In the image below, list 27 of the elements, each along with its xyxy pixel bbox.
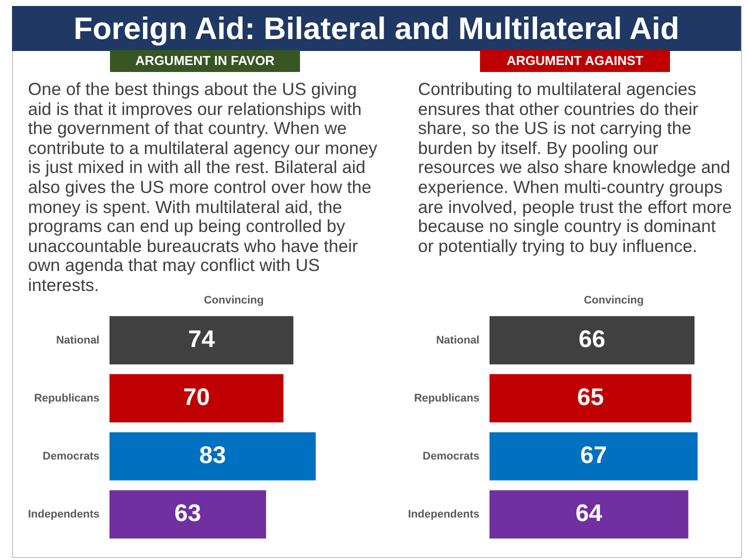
data-label: 83 [199,442,226,469]
text: Contributing to multilateral agencies ensures that other countries do their share, so the US is not carrying the burden by itself. By pooling our resources we also share knowledge and experience. When multi-country groups are involved, people trust the effort more because no single country is dominant or potentially trying to buy influence. [418,79,732,256]
y-tick-label: Independents [28,508,100,520]
x-axis-title: Convincing [584,294,644,307]
chart-subtitle: ARGUMENT IN FAVOR [110,50,300,72]
x-axis-title: Convincing [204,294,264,307]
text: One of the best things about the US giving aid is that it improves our relationships with the government of that country. When we contribute to a multilateral agency our money is just mixed in with all the rest. Bilateral aid also gives the US more control over how the money is spent. With multilateral aid, the programs can end up being controlled by unaccountable bureaucrats who have their own agenda that may conflict with US interests. [28,79,378,295]
data-label: 63 [174,500,202,527]
bar [110,432,316,480]
bar [110,316,294,364]
y-tick-label: National [56,334,100,346]
y-tick-label: Republicans [414,392,480,404]
chart-title: Foreign Aid: Bilateral and Multilateral Aid [12,6,741,51]
y-tick-label: National [436,334,480,346]
y-tick-label: Independents [408,508,480,520]
data-label: 70 [183,384,210,411]
data-label: 74 [188,326,216,353]
data-label: 67 [580,442,607,469]
bar [110,490,266,538]
chart-subtitle: ARGUMENT AGAINST [480,50,670,72]
y-tick-label: Democrats [422,450,480,462]
y-tick-label: Democrats [42,450,100,462]
y-tick-label: Republicans [34,392,100,404]
data-label: 65 [577,384,604,411]
data-label: 64 [576,500,603,527]
bar [110,374,284,422]
data-label: 66 [578,326,606,353]
